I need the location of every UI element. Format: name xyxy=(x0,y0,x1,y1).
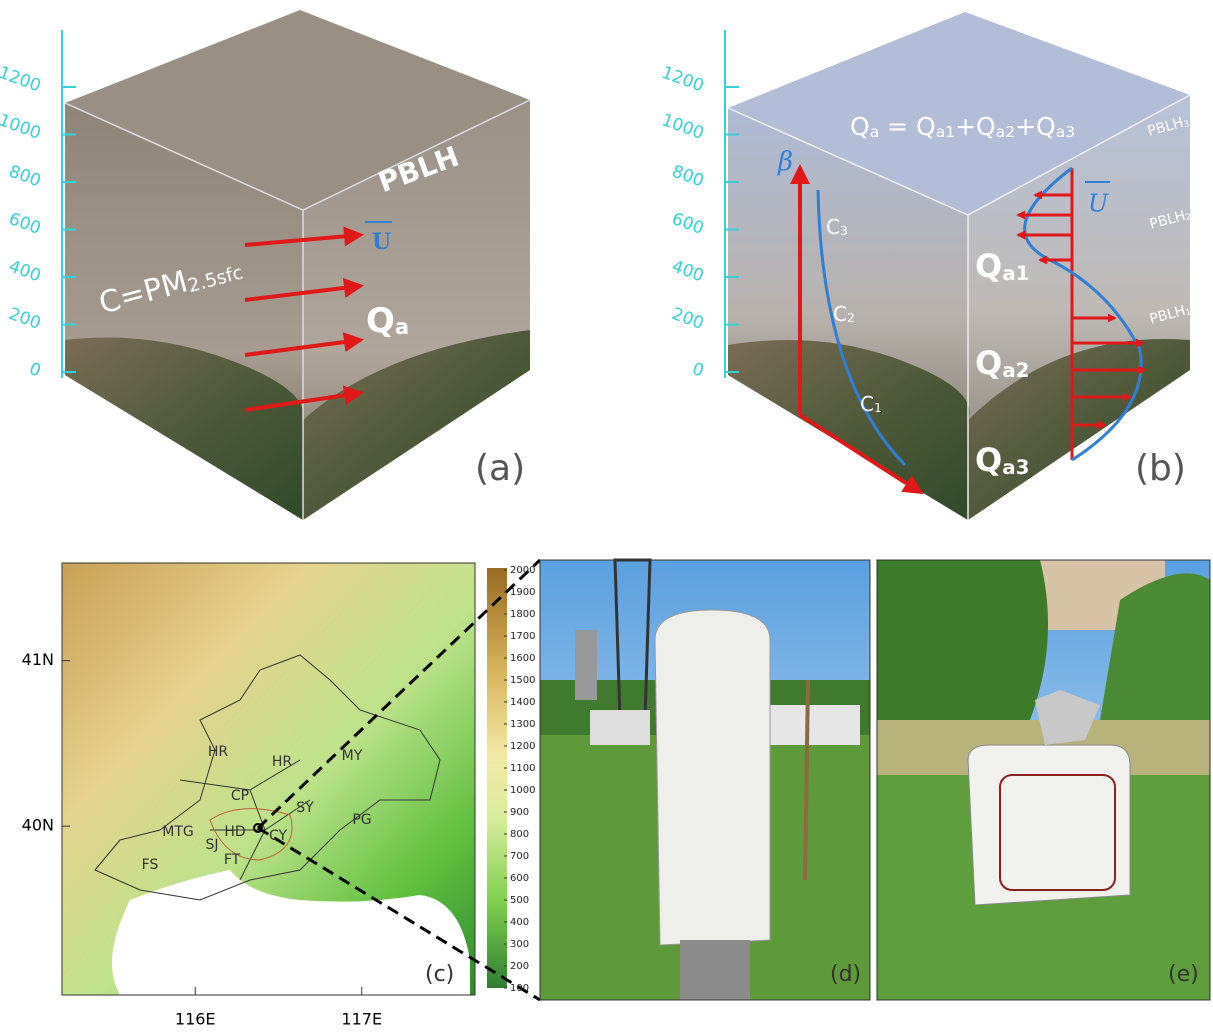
curve-label-subscript: 2 xyxy=(847,310,855,325)
equation-subscript: a1 xyxy=(936,123,955,141)
scale-label: 800 xyxy=(6,162,43,192)
region-label: HR xyxy=(208,744,229,760)
photo-e xyxy=(877,560,1210,1000)
equation-subscript: a2 xyxy=(996,123,1015,141)
scale-label: 1200 xyxy=(659,63,706,97)
curve-label-part: C xyxy=(833,302,847,326)
region-label: SY xyxy=(296,800,314,816)
flux-label-part: Q xyxy=(366,301,395,341)
scale-label: 400 xyxy=(6,257,43,287)
scale-label: 200 xyxy=(6,304,43,334)
colorbar-label: 1800 xyxy=(510,609,535,620)
colorbar-label: 1400 xyxy=(510,697,535,708)
colorbar-label: 1600 xyxy=(510,653,535,664)
scale-label: 1200 xyxy=(0,63,43,97)
layer-label-subscript: 1 xyxy=(1185,307,1193,318)
region-label: MY xyxy=(342,748,363,764)
scale-label: 0 xyxy=(26,359,43,381)
flux-label-subscript: a2 xyxy=(1002,359,1029,382)
equation: Qa = Qa1+Qa2+Qa3 xyxy=(850,112,1075,141)
map-c xyxy=(62,560,540,1000)
cube-b xyxy=(725,12,1190,520)
colorbar-label: 200 xyxy=(510,961,529,972)
panel-tag: (d) xyxy=(830,962,861,987)
scale-label: 1000 xyxy=(659,110,706,144)
scale-label: 1000 xyxy=(0,110,43,144)
colorbar-label: 500 xyxy=(510,895,529,906)
scale-label: 400 xyxy=(669,257,706,287)
x-tick-label: 116E xyxy=(175,1010,216,1029)
flux-label-part: Q xyxy=(975,441,1002,479)
equation-part: = Q xyxy=(879,112,936,141)
flux-label-part: Q xyxy=(975,344,1002,382)
scale-label: 600 xyxy=(669,209,706,239)
region-label: CP xyxy=(231,788,249,804)
colorbar-label: 100 xyxy=(510,983,529,994)
scale-label: 0 xyxy=(689,359,706,381)
region-label: HD xyxy=(224,824,245,840)
region-label: FS xyxy=(142,857,159,873)
equation-subscript: a3 xyxy=(1056,123,1075,141)
equation-subscript: a xyxy=(870,123,880,141)
wind-label: U xyxy=(1088,190,1109,218)
equation-part: +Q xyxy=(955,112,996,141)
colorbar-label: 700 xyxy=(510,851,529,862)
photo-d xyxy=(540,560,870,1000)
layer-label-subscript: 2 xyxy=(1185,212,1193,223)
colorbar-label: 800 xyxy=(510,829,529,840)
colorbar-label: 900 xyxy=(510,807,529,818)
colorbar-label: 1000 xyxy=(510,785,535,796)
flux-label-subscript: a3 xyxy=(1002,456,1029,479)
beta-label: β xyxy=(777,147,793,177)
scale-label: 600 xyxy=(6,209,43,239)
colorbar-label: 1700 xyxy=(510,631,535,642)
region-label: PG xyxy=(352,812,371,828)
y-tick-label: 40N xyxy=(22,816,54,835)
curve-label-subscript: 1 xyxy=(874,400,882,415)
cube-a xyxy=(62,10,530,520)
colorbar-label: 300 xyxy=(510,939,529,950)
curve-label-subscript: 3 xyxy=(840,223,848,238)
curve-label-part: C xyxy=(860,392,874,416)
colorbar-label: 2000 xyxy=(510,565,535,576)
flux-label-subscript: a1 xyxy=(1002,262,1029,285)
panel-tag: (b) xyxy=(1135,448,1186,489)
colorbar-label: 1300 xyxy=(510,719,535,730)
scale-label: 800 xyxy=(669,162,706,192)
panel-tag: (a) xyxy=(475,448,525,489)
colorbar-label: 1200 xyxy=(510,741,535,752)
y-tick-label: 41N xyxy=(22,650,54,669)
region-label: SJ xyxy=(205,837,218,853)
colorbar-label: 1100 xyxy=(510,763,535,774)
region-label: FT xyxy=(224,852,241,868)
scale-label: 200 xyxy=(669,304,706,334)
equation-part: Q xyxy=(850,112,870,141)
figure: 0200400600800100012000200400600800100012… xyxy=(0,0,1213,1029)
panel-tag: (c) xyxy=(425,962,454,987)
wind-label: U xyxy=(372,229,391,255)
colorbar-label: 400 xyxy=(510,917,529,928)
flux-label-part: Q xyxy=(975,247,1002,285)
equation-part: +Q xyxy=(1015,112,1056,141)
region-label: MTG xyxy=(162,824,193,840)
region-label: HR xyxy=(272,754,293,770)
region-label: CY xyxy=(269,828,288,844)
flux-label-subscript: a xyxy=(395,314,409,339)
colorbar-label: 600 xyxy=(510,873,529,884)
colorbar-label: 1900 xyxy=(510,587,535,598)
curve-label-part: C xyxy=(826,215,840,239)
x-tick-label: 117E xyxy=(341,1010,382,1029)
colorbar-label: 1500 xyxy=(510,675,535,686)
panel-tag: (e) xyxy=(1168,962,1199,987)
